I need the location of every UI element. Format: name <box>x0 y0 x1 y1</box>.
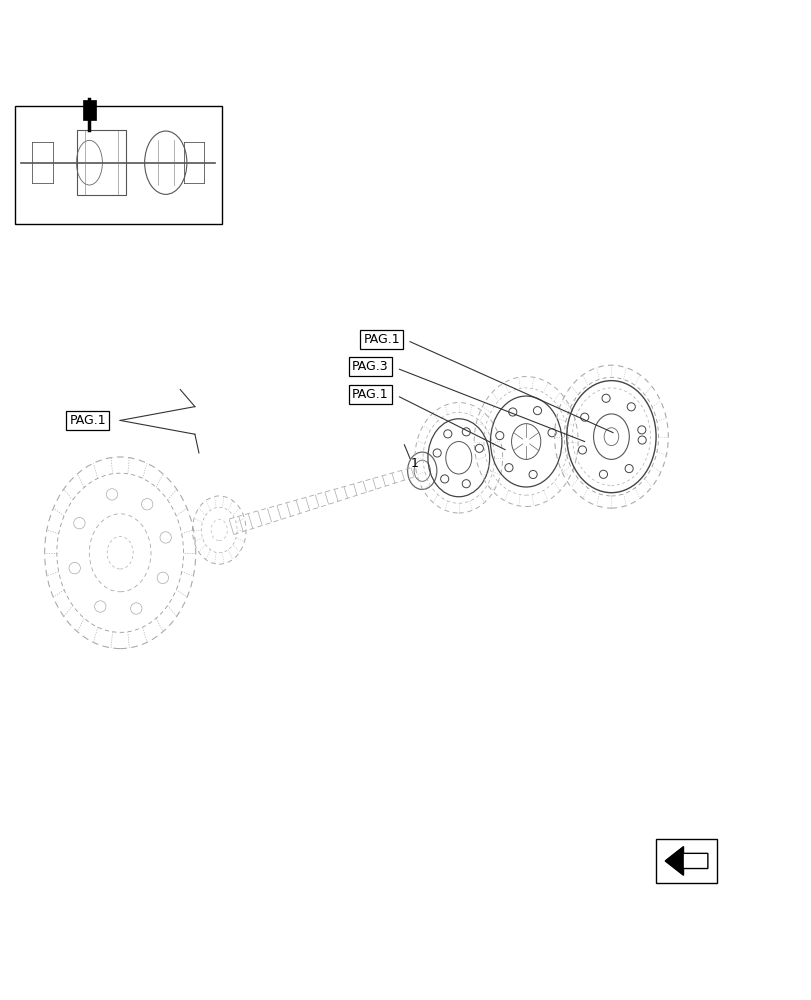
Circle shape <box>529 470 537 479</box>
Text: PAG.1: PAG.1 <box>363 333 400 346</box>
Circle shape <box>496 432 504 440</box>
Circle shape <box>443 430 451 438</box>
Bar <box>83 100 96 120</box>
Polygon shape <box>664 847 683 875</box>
Text: 1: 1 <box>410 457 418 470</box>
Circle shape <box>626 403 634 411</box>
Circle shape <box>508 408 517 416</box>
Circle shape <box>577 446 586 454</box>
Circle shape <box>504 464 513 472</box>
Circle shape <box>599 470 607 478</box>
Bar <box>77 130 126 195</box>
Circle shape <box>440 475 448 483</box>
Bar <box>15 106 221 224</box>
Circle shape <box>580 413 588 421</box>
Circle shape <box>637 426 645 434</box>
Text: PAG.3: PAG.3 <box>351 360 388 373</box>
Bar <box>655 839 716 883</box>
Text: PAG.1: PAG.1 <box>69 414 106 427</box>
Circle shape <box>432 449 440 457</box>
Circle shape <box>461 480 470 488</box>
Circle shape <box>601 394 609 402</box>
Circle shape <box>533 407 541 415</box>
Circle shape <box>624 465 633 473</box>
Text: PAG.1: PAG.1 <box>351 388 388 401</box>
Circle shape <box>547 429 556 437</box>
Circle shape <box>461 428 470 436</box>
Circle shape <box>474 444 483 452</box>
Circle shape <box>637 436 646 444</box>
